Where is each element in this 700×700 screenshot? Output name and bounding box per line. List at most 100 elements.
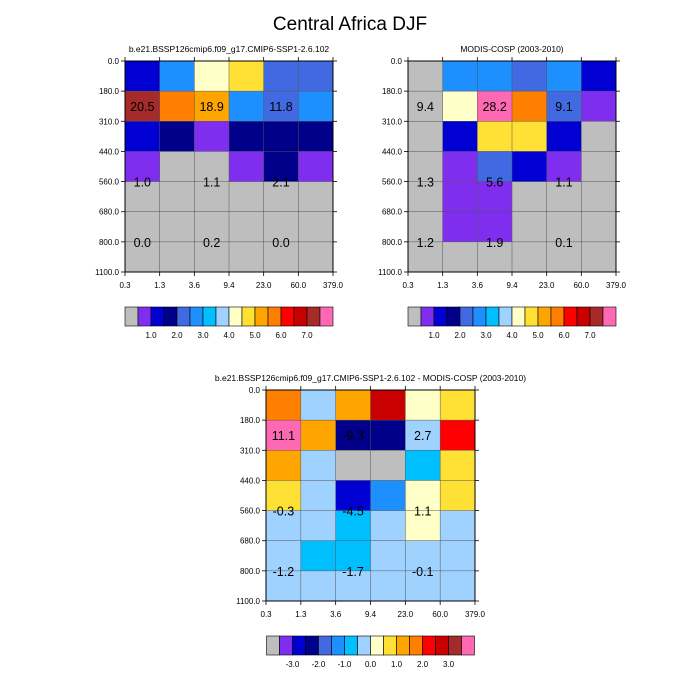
heatmap-cell	[546, 181, 582, 213]
heatmap-cell	[440, 480, 476, 511]
heatmap-cell	[405, 450, 441, 481]
colorbar-swatch	[537, 306, 552, 327]
x-tick-label: 3.6	[472, 281, 484, 290]
heatmap-cell	[440, 420, 476, 451]
data-label: 1.0	[134, 176, 151, 190]
heatmap-cell	[125, 211, 160, 243]
y-tick-label: 680.0	[240, 537, 261, 546]
colorbar-swatch	[524, 306, 539, 327]
colorbar-label: 6.0	[558, 331, 570, 340]
data-label: 1.2	[417, 236, 434, 250]
colorbar-swatch	[383, 635, 397, 656]
heatmap-cell	[125, 181, 160, 213]
data-label: 2.1	[272, 176, 289, 190]
heatmap-cell	[442, 121, 478, 152]
data-label: 0.0	[272, 236, 289, 250]
heatmap-cell	[370, 570, 406, 602]
heatmap-cell	[477, 241, 513, 273]
heatmap-cell	[408, 181, 443, 213]
x-tick-label: 23.0	[256, 281, 272, 290]
heatmap-cell	[442, 91, 478, 122]
heatmap-cell	[194, 151, 230, 182]
data-label: 11.1	[272, 429, 295, 443]
x-tick-label: 0.3	[119, 281, 131, 290]
heatmap-cell	[440, 390, 476, 421]
y-tick-label: 440.0	[240, 476, 261, 485]
heatmap-cell	[581, 181, 617, 213]
colorbar-swatch	[202, 306, 217, 327]
heatmap-cell	[335, 540, 371, 572]
colorbar-swatch	[215, 306, 230, 327]
colorbar-swatch	[550, 306, 565, 327]
heatmap-panel-2: MODIS-COSP (2003-2010) 0.0 180.0 310.0 440.0…	[378, 44, 626, 340]
colorbar-swatch	[448, 635, 462, 656]
heatmap-cell	[546, 121, 582, 152]
colorbar-swatch	[331, 635, 345, 656]
x-tick-label: 1.3	[154, 281, 166, 290]
colorbar-swatch	[318, 635, 332, 656]
heatmap-cell	[477, 151, 513, 182]
colorbar-swatch	[409, 635, 423, 656]
heatmap-cell	[512, 181, 547, 213]
colorbar-swatch	[344, 635, 358, 656]
heatmap-cell	[408, 61, 443, 92]
colorbar-swatch	[279, 635, 293, 656]
colorbar: 1.0 2.0 3.0 4.0 5.0 6.0 7.0	[124, 306, 334, 340]
colorbar-swatch	[576, 306, 591, 327]
colorbar-swatch	[306, 306, 321, 327]
heatmap-cell	[581, 61, 617, 92]
heatmap-cell	[229, 61, 264, 92]
heatmap-cell	[266, 390, 302, 421]
data-label: -1.2	[273, 565, 295, 579]
colorbar-swatch	[305, 635, 319, 656]
colorbar-swatch	[137, 306, 152, 327]
charts-group: b.e21.BSSP126cmip6.f09_g17.CMIP6-SSP1-2.…	[95, 44, 626, 669]
heatmap-cell	[370, 450, 406, 481]
x-tick-label: 379.0	[465, 610, 486, 619]
heatmap-cell	[477, 91, 513, 122]
colorbar-label: -2.0	[312, 660, 326, 669]
y-tick-label: 180.0	[382, 87, 403, 96]
colorbar-swatch	[357, 635, 371, 656]
colorbar-label: 1.0	[145, 331, 157, 340]
colorbar-swatch	[602, 306, 617, 327]
x-tick-label: 1.3	[437, 281, 449, 290]
data-label: 9.4	[417, 100, 434, 114]
heatmap-cell	[477, 181, 513, 213]
x-tick-label: 9.4	[506, 281, 518, 290]
heatmap-cell	[581, 151, 617, 182]
heatmap-cell	[125, 241, 160, 273]
colorbar-label: 1.0	[428, 331, 440, 340]
heatmap-cell	[546, 241, 582, 273]
heatmap-cell	[581, 121, 617, 152]
y-tick-label: 310.0	[99, 117, 120, 126]
heatmap-cell	[159, 211, 195, 243]
x-tick-label: 0.3	[402, 281, 414, 290]
heatmap-cell	[159, 91, 195, 122]
colorbar-swatch	[266, 635, 280, 656]
x-tick-label: 60.0	[432, 610, 448, 619]
y-tick-label: 0.0	[108, 57, 120, 66]
colorbar-label: -3.0	[286, 660, 300, 669]
colorbar-swatch	[511, 306, 526, 327]
heatmap-cell	[477, 121, 513, 152]
heatmap-cell	[194, 241, 230, 273]
data-label: 1.3	[417, 176, 434, 190]
heatmap-cell	[408, 91, 443, 122]
heatmap-cell	[405, 480, 441, 511]
heatmap-cell	[298, 211, 334, 243]
data-label: -0.3	[273, 505, 295, 519]
colorbar-label: 2.0	[417, 660, 429, 669]
heatmap-cell	[335, 420, 371, 451]
colorbar-swatch	[370, 635, 384, 656]
heatmap-cell	[335, 570, 371, 602]
heatmap-cell	[581, 211, 617, 243]
data-label: 0.0	[134, 236, 151, 250]
data-label: -4.5	[342, 505, 364, 519]
y-tick-label: 180.0	[99, 87, 120, 96]
heatmap-cell	[229, 241, 264, 273]
heatmap-cell	[512, 151, 547, 182]
colorbar-label: 1.0	[391, 660, 403, 669]
heatmap-cell	[546, 61, 582, 92]
heatmap-cell	[159, 181, 195, 213]
